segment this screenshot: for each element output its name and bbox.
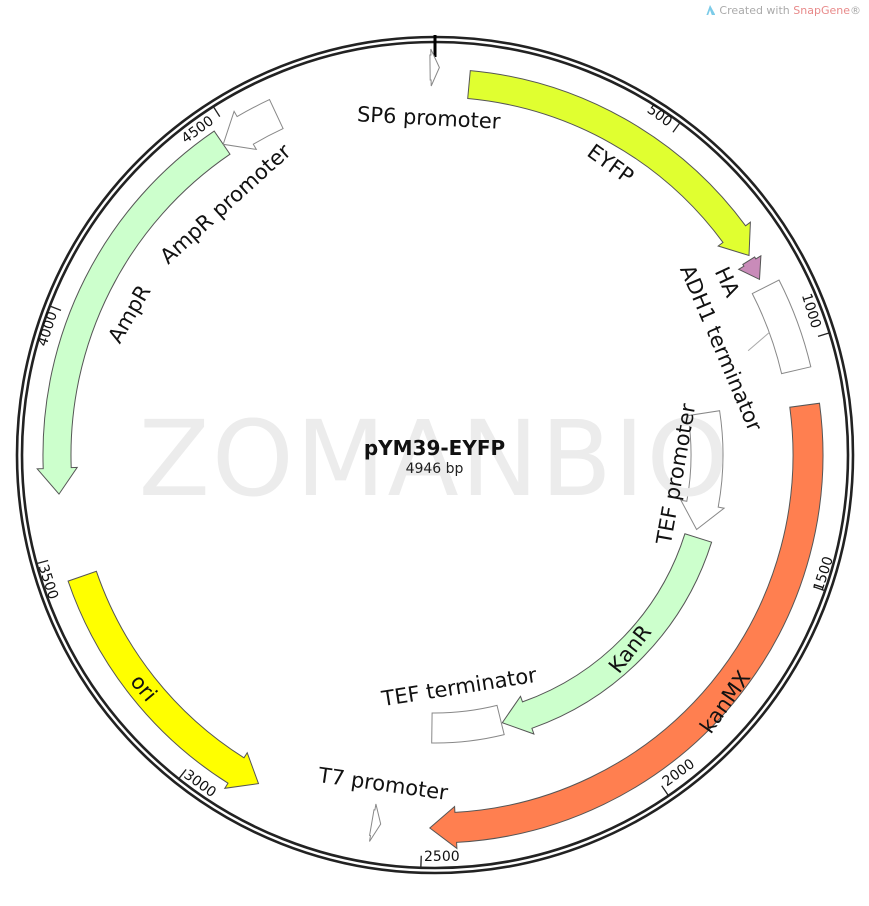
tick-500 <box>672 122 680 133</box>
tick-2000 <box>661 785 669 796</box>
tick-4500 <box>213 107 221 118</box>
tick-3000 <box>178 769 187 779</box>
tick-label-2500: 2500 <box>424 849 460 865</box>
tick-3500 <box>37 559 49 564</box>
tick-1000 <box>817 332 829 337</box>
feature-ha[interactable] <box>737 254 762 281</box>
snapgene-logo-icon <box>706 5 716 15</box>
feature-kanmx[interactable] <box>429 402 824 850</box>
watermark: ZOMANBIO <box>138 398 731 520</box>
feature-eyfp[interactable] <box>467 70 751 257</box>
feature-ampr[interactable] <box>36 130 231 495</box>
feature-tef-terminator[interactable] <box>431 704 505 744</box>
feature-kanr[interactable] <box>501 533 713 735</box>
feature-ori[interactable] <box>67 570 260 789</box>
feature-sp6-promoter[interactable] <box>429 48 440 87</box>
adh1-label-connector <box>747 332 770 352</box>
feature-ampr-promoter[interactable] <box>222 98 284 151</box>
feature-t7-promoter[interactable] <box>369 803 382 842</box>
tick-1500 <box>813 586 825 591</box>
plasmid-name: pYM39-EYFP <box>363 436 506 460</box>
plasmid-length: 4946 bp <box>405 461 464 477</box>
feature-tef-promoter[interactable] <box>679 410 726 531</box>
feature-adh1-terminator[interactable] <box>751 279 812 375</box>
tick-4000 <box>50 305 62 311</box>
snapgene-credit[interactable]: Created with SnapGene® <box>706 4 861 17</box>
